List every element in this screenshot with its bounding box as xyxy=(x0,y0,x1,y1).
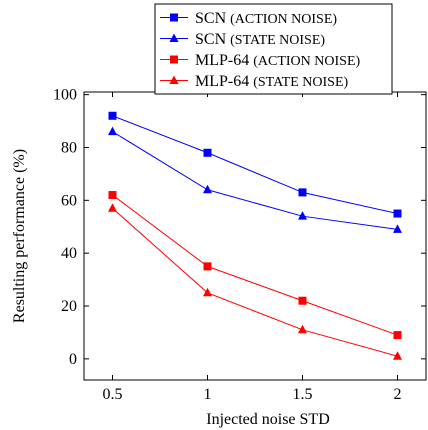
data-point xyxy=(203,262,212,271)
x-tick-label: 1.5 xyxy=(293,386,313,403)
data-point xyxy=(298,296,307,305)
data-point xyxy=(393,351,402,360)
legend-series-suffix: (ACTION NOISE) xyxy=(230,12,337,27)
y-tick-label: 60 xyxy=(61,192,77,209)
data-point xyxy=(298,211,307,220)
plot-frame xyxy=(83,91,427,381)
series-line xyxy=(112,194,398,336)
data-point xyxy=(393,331,402,340)
x-axis-label: Injected noise STD xyxy=(206,411,330,428)
legend-marker xyxy=(169,33,179,42)
data-point xyxy=(393,209,402,218)
x-tick-label: 0.5 xyxy=(103,386,123,403)
data-point xyxy=(108,111,117,120)
data-point xyxy=(108,191,117,200)
legend-series-suffix: (STATE NOISE) xyxy=(230,33,325,48)
legend-entry: MLP-64 (STATE NOISE) xyxy=(160,73,348,90)
data-point xyxy=(203,287,212,297)
y-axis-label: Resulting performance (%) xyxy=(11,149,28,323)
data-point xyxy=(298,324,307,334)
y-tick-label: 100 xyxy=(53,87,77,104)
series-3 xyxy=(108,191,402,340)
legend-series-suffix: (ACTION NOISE) xyxy=(253,54,360,69)
legend-entry: SCN (ACTION NOISE) xyxy=(160,10,337,27)
y-tick-label: 20 xyxy=(61,298,77,315)
legend-series-name: MLP-64 xyxy=(195,52,253,69)
y-tick-label: 0 xyxy=(69,351,77,368)
legend-box xyxy=(154,3,393,95)
legend-series-name: MLP-64 xyxy=(195,73,253,90)
legend-series-name: SCN xyxy=(195,10,230,27)
data-point xyxy=(298,188,307,197)
y-tick-label: 80 xyxy=(61,139,77,156)
legend-label: SCN (STATE NOISE) xyxy=(195,31,325,48)
series-4 xyxy=(108,203,402,360)
data-point xyxy=(203,184,212,194)
series-2 xyxy=(108,126,402,233)
data-point xyxy=(108,203,117,212)
x-tick-label: 1 xyxy=(204,386,212,403)
x-tick-label: 2 xyxy=(394,386,402,403)
legend-entry: SCN (STATE NOISE) xyxy=(160,31,325,48)
legend-marker xyxy=(170,55,178,64)
data-point xyxy=(203,148,212,157)
legend-label: MLP-64 (STATE NOISE) xyxy=(195,73,348,90)
data-point xyxy=(393,224,402,233)
legend-label: MLP-64 (ACTION NOISE) xyxy=(195,52,361,69)
legend-entry: MLP-64 (ACTION NOISE) xyxy=(160,52,361,69)
legend-marker xyxy=(170,13,178,22)
series-line xyxy=(112,207,398,357)
legend-marker xyxy=(169,75,179,84)
legend-label: SCN (ACTION NOISE) xyxy=(195,10,337,27)
y-tick-label: 40 xyxy=(61,245,77,262)
series-1 xyxy=(108,111,402,218)
series-line xyxy=(112,115,398,215)
data-point xyxy=(108,126,117,136)
series-line xyxy=(112,131,398,230)
legend-series-name: SCN xyxy=(195,31,230,48)
legend-series-suffix: (STATE NOISE) xyxy=(253,75,348,90)
